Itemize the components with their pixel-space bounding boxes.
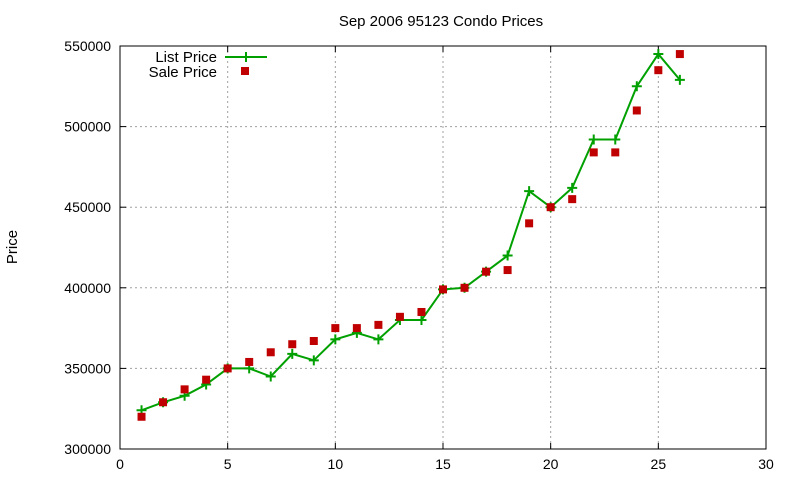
y-tick-label: 550000 [64, 38, 111, 54]
y-tick-label: 350000 [64, 360, 111, 376]
x-tick-label: 20 [543, 456, 559, 472]
data-point-sale-price [503, 266, 512, 275]
data-point-list-price [567, 182, 578, 193]
x-tick-label: 5 [224, 456, 232, 472]
data-point-list-price [674, 74, 685, 85]
data-point-list-price [502, 250, 513, 261]
axis-ticks: 0 5 10 15 20 25 30 300000 350000 400000 450000 5000… [64, 38, 774, 472]
data-point-sale-price [589, 148, 598, 157]
data-point-list-price [588, 134, 599, 145]
data-point-list-price [330, 334, 341, 345]
data-point-sale-price [632, 106, 641, 115]
y-tick-label: 500000 [64, 119, 111, 135]
data-point-sale-price [439, 285, 447, 294]
y-tick-label: 400000 [64, 280, 111, 296]
data-point-list-price [373, 334, 384, 345]
data-point-sale-price [202, 375, 211, 384]
data-point-sale-price [460, 283, 469, 292]
legend-marker-list-price [241, 52, 251, 62]
y-tick-label: 450000 [64, 199, 111, 215]
data-point-sale-price [223, 364, 232, 373]
series-line-list-price [141, 52, 681, 412]
data-point-sale-price [675, 50, 684, 59]
legend-label-sale-price: Sale Price [149, 64, 217, 81]
data-point-list-price [416, 315, 427, 326]
x-tick-label: 25 [651, 456, 667, 472]
y-tick-label: 300000 [64, 441, 111, 457]
data-point-sale-price [266, 348, 275, 357]
data-point-list-price [524, 186, 535, 197]
data-point-sale-price [417, 307, 426, 316]
series-list-price [136, 49, 685, 416]
x-tick-label: 0 [116, 456, 124, 472]
grid [120, 46, 766, 449]
data-point-list-price [653, 49, 664, 60]
data-point-sale-price [137, 412, 146, 421]
data-point-list-price [610, 134, 621, 145]
legend: List Price Sale Price [149, 49, 267, 81]
x-tick-label: 10 [328, 456, 344, 472]
data-point-list-price [631, 81, 642, 92]
y-axis-label: Price [4, 230, 21, 264]
x-tick-label: 15 [435, 456, 451, 472]
legend-label-list-price: List Price [155, 49, 217, 66]
data-point-sale-price [159, 398, 168, 407]
data-point-sale-price [374, 320, 383, 329]
data-point-sale-price [568, 195, 577, 204]
data-point-list-price [287, 348, 298, 359]
data-point-sale-price [288, 340, 297, 349]
x-tick-label: 30 [758, 456, 774, 472]
data-point-sale-price [525, 219, 534, 228]
data-point-sale-price [654, 66, 663, 75]
data-point-sale-price [611, 148, 620, 157]
series-sale-price [137, 50, 684, 421]
data-point-sale-price [180, 385, 189, 394]
data-point-sale-price [395, 312, 404, 321]
data-point-sale-price [309, 336, 318, 345]
chart-title: Sep 2006 95123 Condo Prices [339, 13, 543, 30]
data-point-sale-price [546, 203, 555, 212]
data-point-sale-price [331, 324, 340, 333]
data-point-list-price [308, 355, 319, 366]
legend-marker-sale-price [241, 67, 249, 75]
data-point-sale-price [245, 357, 254, 366]
data-point-list-price [265, 371, 276, 382]
series-layer [136, 49, 685, 421]
data-point-sale-price [352, 324, 361, 333]
data-point-sale-price [482, 267, 491, 276]
